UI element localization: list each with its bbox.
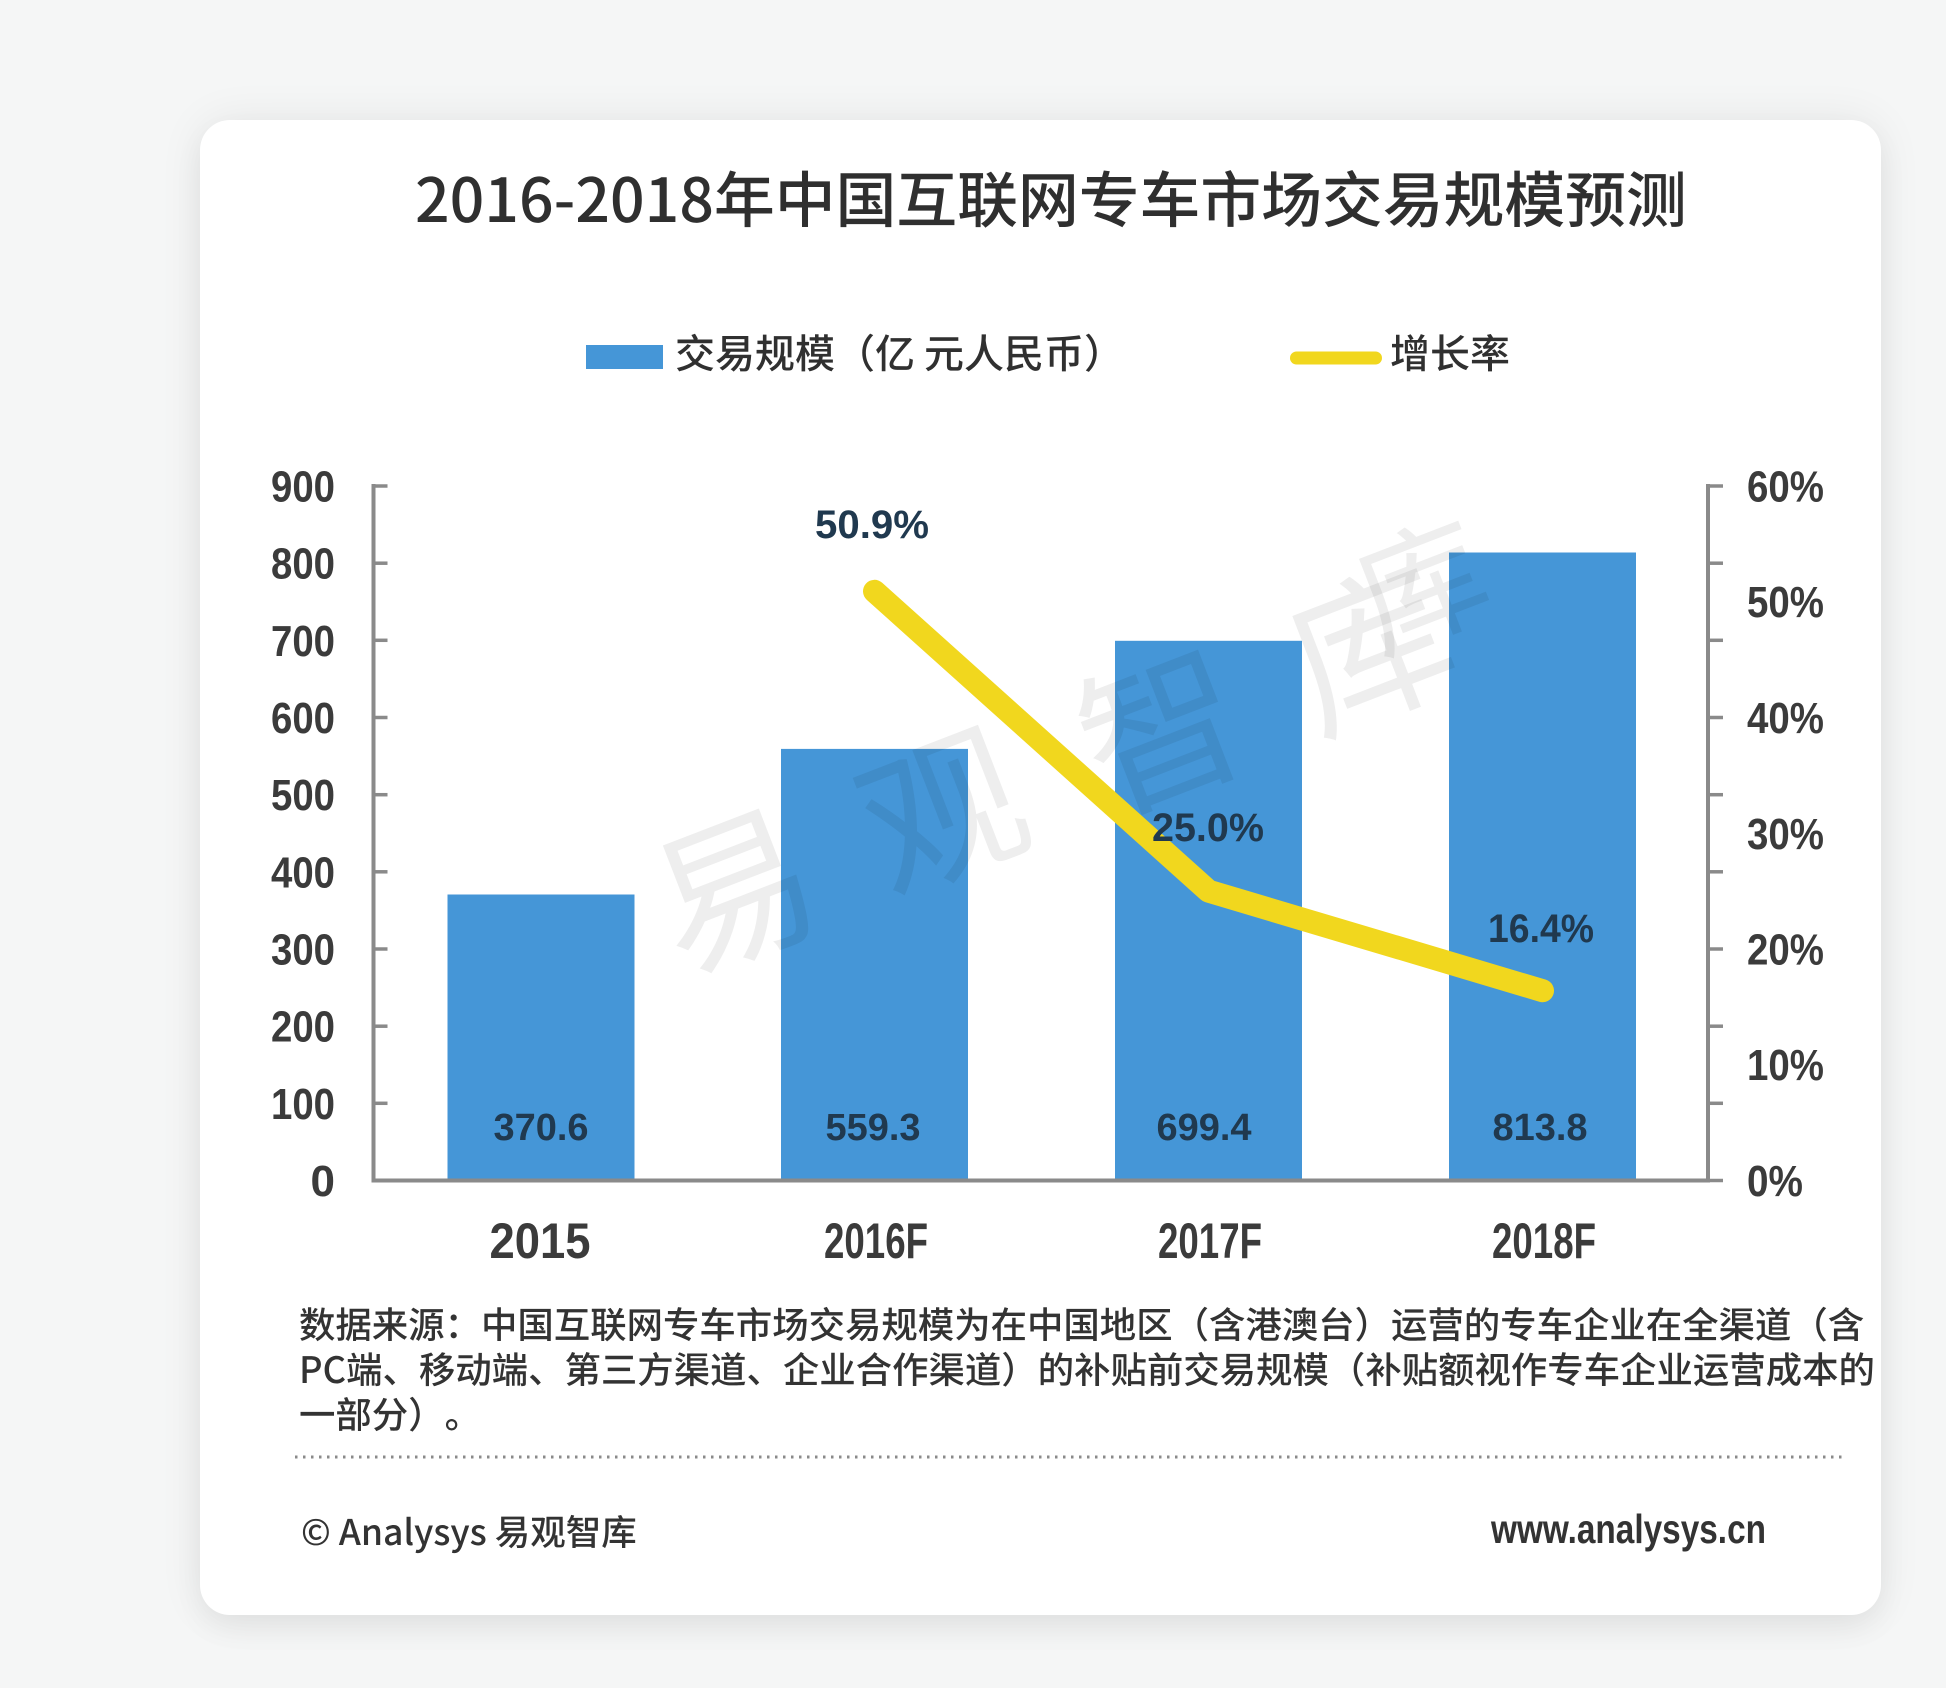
svg-text:20%: 20% <box>1747 926 1824 975</box>
svg-text:40%: 40% <box>1747 694 1824 743</box>
svg-text:2016F: 2016F <box>824 1213 928 1269</box>
svg-text:600: 600 <box>271 694 335 743</box>
svg-text:400: 400 <box>271 848 335 897</box>
svg-text:10%: 10% <box>1747 1041 1824 1090</box>
svg-text:0: 0 <box>311 1157 335 1206</box>
svg-text:500: 500 <box>271 771 335 820</box>
svg-text:25.0%: 25.0% <box>1152 806 1264 850</box>
svg-text:30%: 30% <box>1747 810 1824 859</box>
svg-text:2017F: 2017F <box>1158 1213 1262 1269</box>
svg-text:www.analysys.cn: www.analysys.cn <box>1490 1506 1766 1552</box>
svg-text:16.4%: 16.4% <box>1488 907 1594 951</box>
svg-text:900: 900 <box>271 463 335 512</box>
svg-text:50%: 50% <box>1747 578 1824 627</box>
svg-text:370.6: 370.6 <box>493 1107 588 1149</box>
svg-text:700: 700 <box>271 617 335 666</box>
svg-text:300: 300 <box>271 926 335 975</box>
svg-text:100: 100 <box>271 1080 335 1129</box>
svg-text:50.9%: 50.9% <box>815 503 929 547</box>
svg-text:800: 800 <box>271 540 335 589</box>
svg-text:2018F: 2018F <box>1492 1213 1596 1269</box>
svg-text:813.8: 813.8 <box>1492 1107 1587 1149</box>
svg-text:2015: 2015 <box>490 1213 591 1269</box>
svg-text:699.4: 699.4 <box>1156 1107 1251 1149</box>
svg-text:60%: 60% <box>1747 463 1824 512</box>
svg-text:200: 200 <box>271 1003 335 1052</box>
svg-text:559.3: 559.3 <box>825 1107 920 1149</box>
svg-text:0%: 0% <box>1747 1157 1803 1206</box>
